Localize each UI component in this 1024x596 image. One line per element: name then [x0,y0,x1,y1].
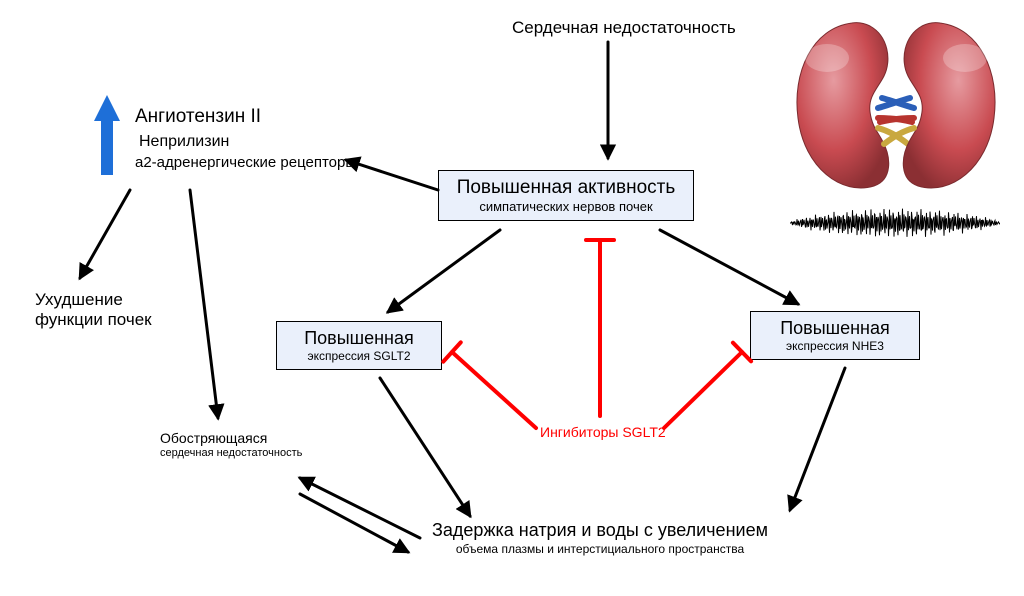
nhe3-expression-box: Повышенная экспрессия NHE3 [750,311,920,360]
text-line: объема плазмы и интерстициального простр… [420,542,780,556]
inhibitor-line-inh_to_nhe3 [664,352,742,428]
arrow-symp_to_nhe3 [660,230,798,304]
sympathetic-activity-box: Повышенная активность симпатических нерв… [438,170,694,221]
arrow-angio_to_worsen [80,190,130,278]
arrow-symp_to_sglt2 [388,230,500,312]
arrow-sglt2_to_bottom [380,378,470,516]
diagram-stage: Сердечная недостаточность Ангиотензин II… [0,0,1024,596]
text-line: Задержка натрия и воды с увеличением [420,520,780,542]
arrow-exhf_to_bottom [300,494,408,552]
waveform-icon [790,205,1000,241]
text-line: сердечная недостаточность [160,447,302,460]
inhibitor-line-inh_to_sglt2 [452,352,536,428]
text-line: функции почек [35,310,152,330]
inhibitor-bar-inh_to_nhe3 [733,343,751,362]
up-arrow-icon [94,95,120,175]
arrow-symp_to_angio [346,160,438,190]
text-line: Ухудшение [35,290,152,310]
box-subtitle: экспрессия NHE3 [761,339,909,353]
kidney-worsening-label: Ухудшение функции почек [35,290,152,331]
angiotensin-cluster: Ангиотензин II Неприлизин a2-адренергиче… [135,106,356,172]
arrow-angio_to_exhf [190,190,218,418]
arrow-nhe3_to_bottom [790,368,845,510]
text-line: Неприлизин [139,132,356,151]
sglt2-inhibitor-label: Ингибиторы SGLT2 [540,424,666,440]
exacerbating-hf-label: Обостряющаяся сердечная недостаточность [160,430,302,460]
arrow-bottom_to_exhf [300,478,420,538]
box-title: Повышенная [287,328,431,349]
sodium-water-retention-label: Задержка натрия и воды с увеличением объ… [420,520,780,556]
sglt2-expression-box: Повышенная экспрессия SGLT2 [276,321,442,370]
text-line: Ангиотензин II [135,106,356,129]
box-title: Повышенная активность [449,177,683,199]
inhibitor-bar-inh_to_sglt2 [443,342,460,361]
text-line: a2-адренергические рецепторы [135,154,356,172]
text-line: Сердечная недостаточность [512,18,736,38]
heart-failure-label: Сердечная недостаточность [512,18,736,38]
box-title: Повышенная [761,318,909,339]
kidneys-icon [782,8,1010,198]
box-subtitle: экспрессия SGLT2 [287,349,431,363]
box-subtitle: симпатических нервов почек [449,199,683,214]
text-line: Обостряющаяся [160,430,302,447]
